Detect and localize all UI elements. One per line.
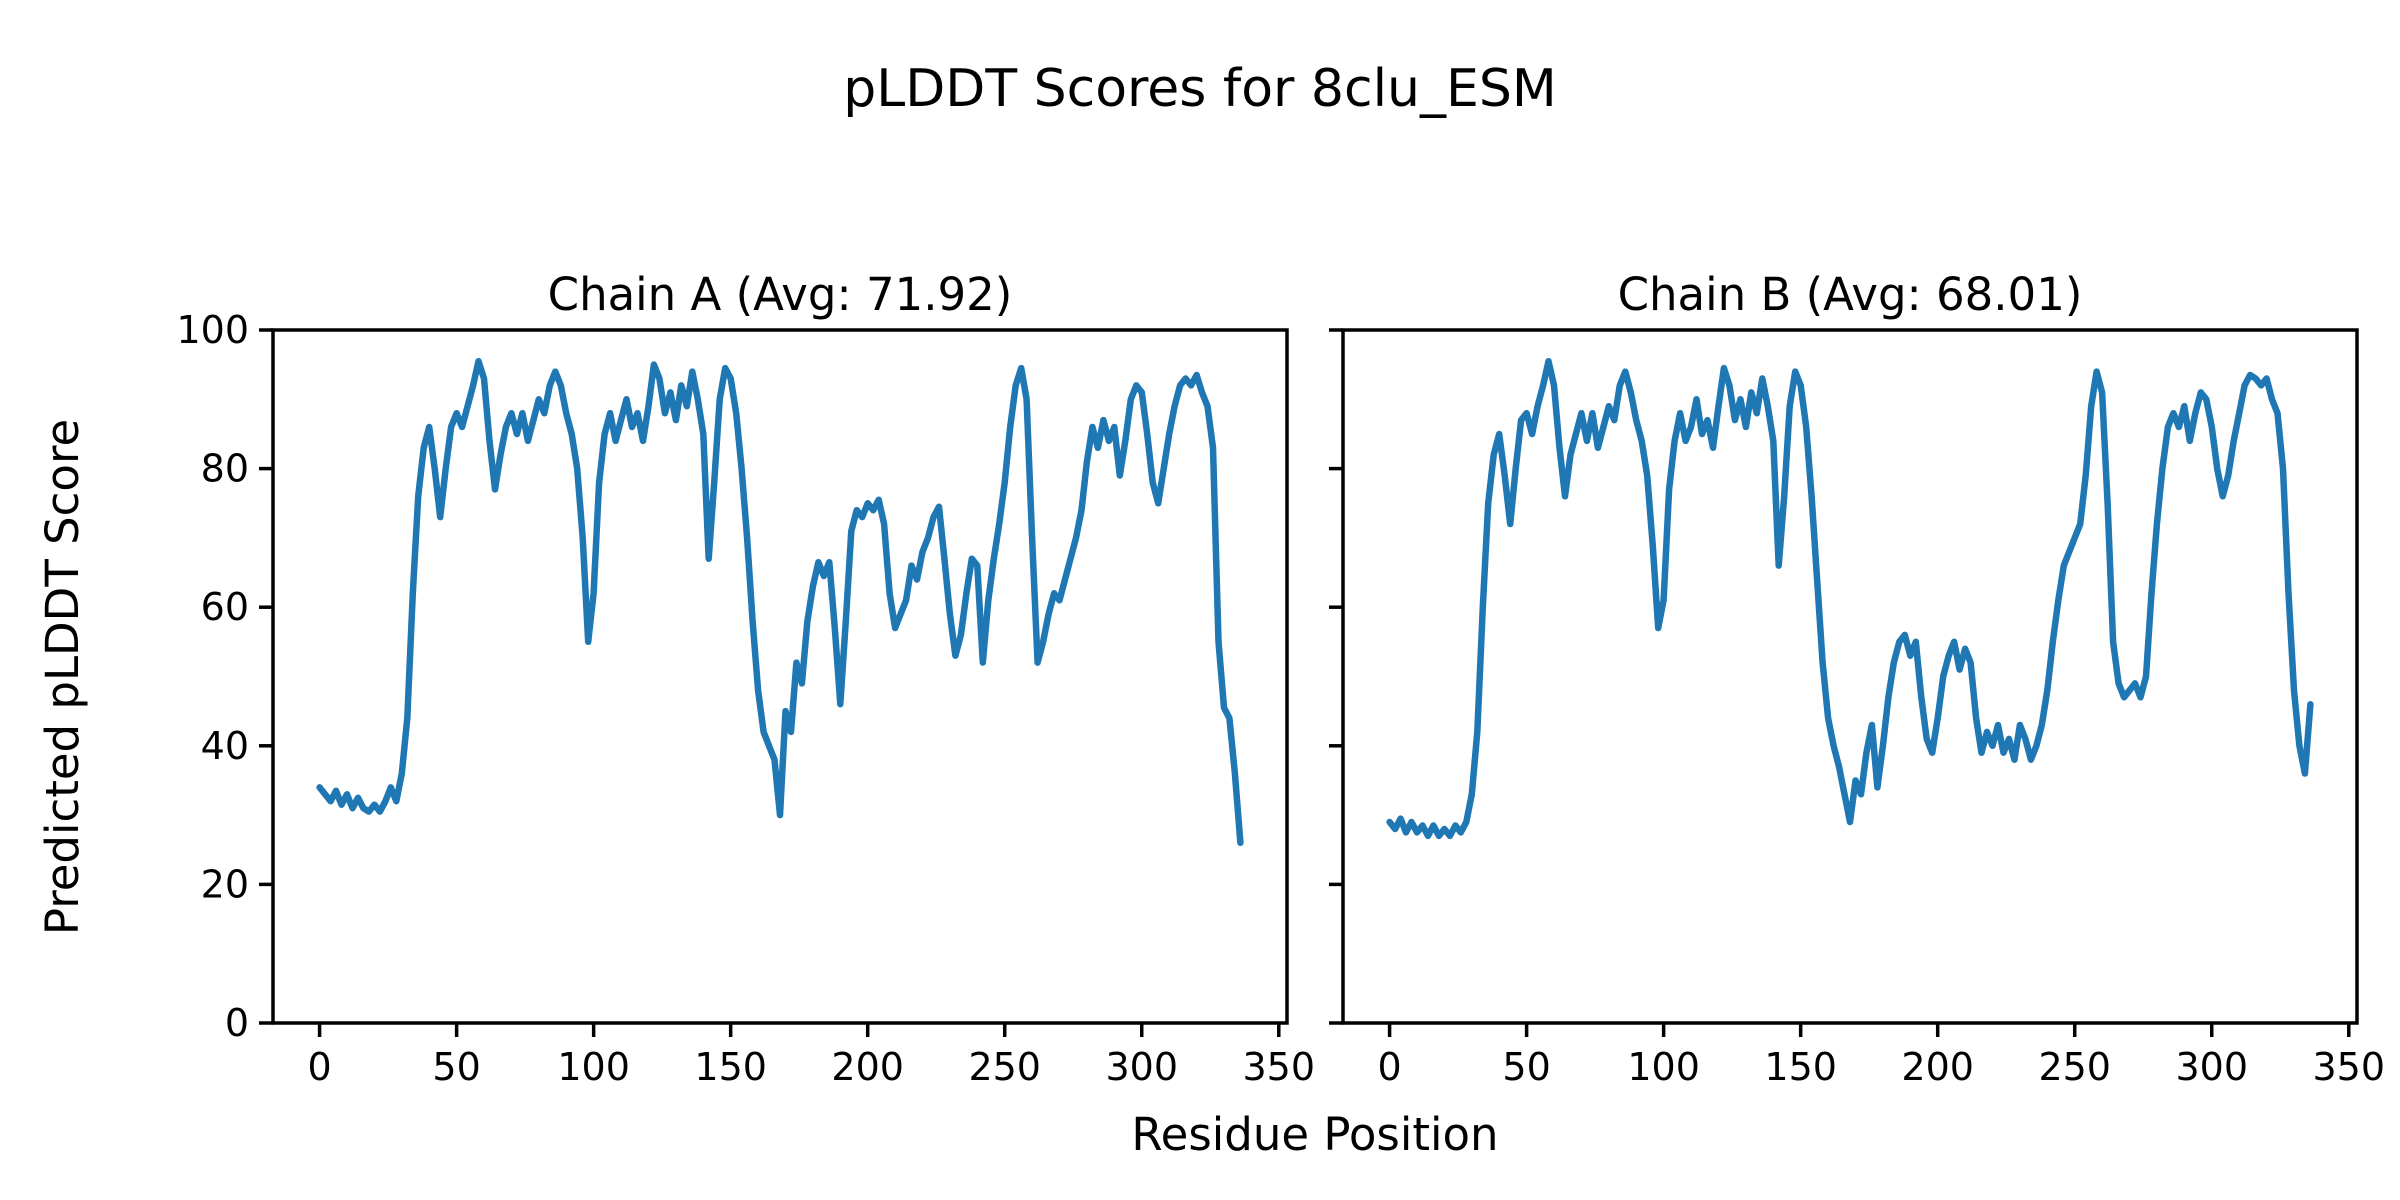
y-tick-label: 100 bbox=[176, 308, 249, 352]
y-tick-label: 0 bbox=[225, 1001, 249, 1045]
y-tick-label: 40 bbox=[201, 724, 249, 768]
chain-b-axes: 0 50 100 150 200 250 300 350 bbox=[1329, 328, 2386, 1089]
axes-frame bbox=[1341, 328, 2359, 1025]
x-tick-label: 100 bbox=[557, 1045, 630, 1089]
x-tick-label: 150 bbox=[694, 1045, 767, 1089]
figure-title: pLDDT Scores for 8clu_ESM bbox=[843, 59, 1556, 119]
x-tick-label: 200 bbox=[1901, 1045, 1974, 1089]
x-tick-label: 0 bbox=[307, 1045, 331, 1089]
x-axis-label: Residue Position bbox=[1131, 1108, 1498, 1161]
x-tick-label: 250 bbox=[968, 1045, 1041, 1089]
y-tick-label: 80 bbox=[201, 447, 249, 491]
x-tick-label: 300 bbox=[1105, 1045, 1178, 1089]
plddt-line-chain-a bbox=[316, 357, 1244, 847]
plddt-line-chain-b bbox=[1386, 357, 2314, 840]
x-tick-label: 250 bbox=[2038, 1045, 2111, 1089]
x-tick-label: 150 bbox=[1764, 1045, 1837, 1089]
y-tick-label: 20 bbox=[201, 862, 249, 906]
chain-a-axes: 0 50 100 150 200 250 300 350 0 20 40 60 80 100 bbox=[176, 308, 1315, 1089]
x-tick-label: 100 bbox=[1627, 1045, 1700, 1089]
x-tick-label: 350 bbox=[1243, 1045, 1316, 1089]
chain-a-title: Chain A (Avg: 71.92) bbox=[548, 268, 1013, 321]
y-tick-label: 60 bbox=[201, 585, 249, 629]
x-tick-label: 350 bbox=[2313, 1045, 2386, 1089]
y-axis-label: Predicted pLDDT Score bbox=[36, 419, 89, 935]
axes-frame bbox=[271, 328, 1289, 1025]
x-tick-label: 50 bbox=[1502, 1045, 1550, 1089]
x-tick-label: 50 bbox=[432, 1045, 480, 1089]
x-tick-label: 200 bbox=[831, 1045, 904, 1089]
x-tick-label: 0 bbox=[1377, 1045, 1401, 1089]
x-tick-label: 300 bbox=[2175, 1045, 2248, 1089]
chain-b-title: Chain B (Avg: 68.01) bbox=[1618, 268, 2083, 321]
